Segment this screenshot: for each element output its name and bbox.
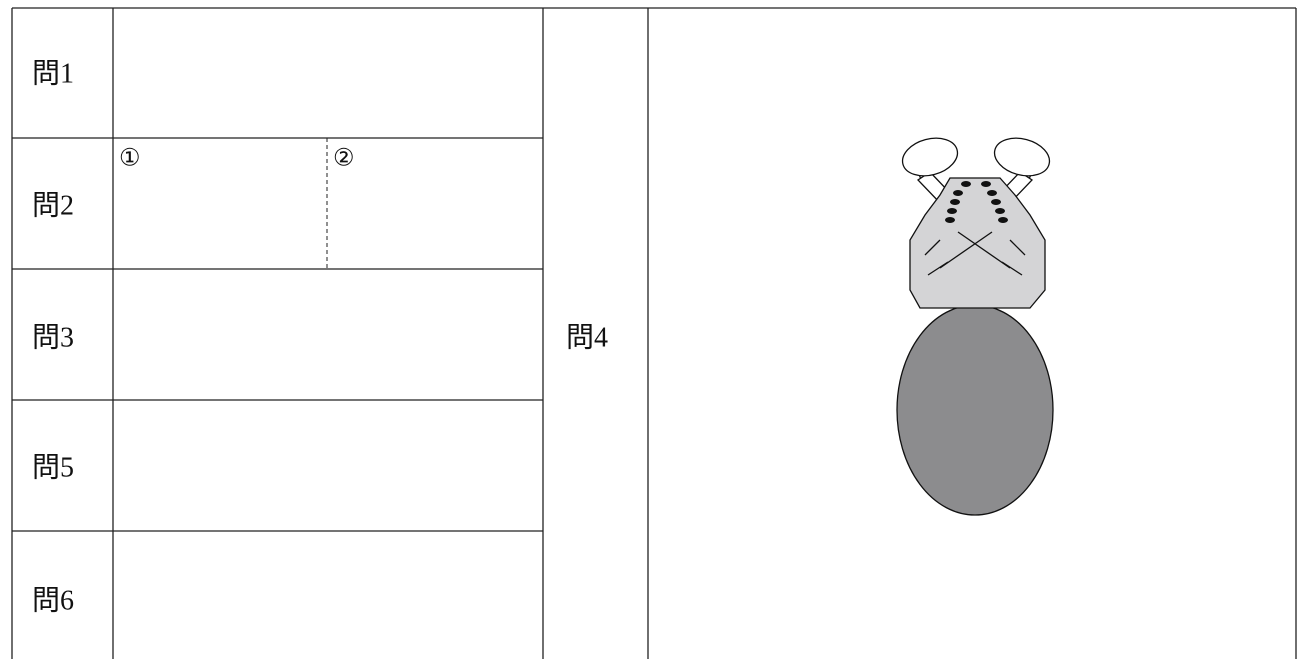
insect-spots — [945, 181, 1008, 223]
row-label: 問1 — [32, 58, 74, 89]
row-label: 問6 — [32, 585, 74, 616]
row-label: 問2 — [32, 190, 74, 221]
part-label: ① — [119, 146, 141, 172]
insect-illustration — [896, 137, 1054, 516]
row-label: 問3 — [32, 322, 74, 353]
side-label: 問4 — [566, 322, 608, 353]
table-grid — [11, 7, 1297, 659]
row-label: 問5 — [32, 452, 74, 483]
part-label: ② — [333, 146, 355, 172]
